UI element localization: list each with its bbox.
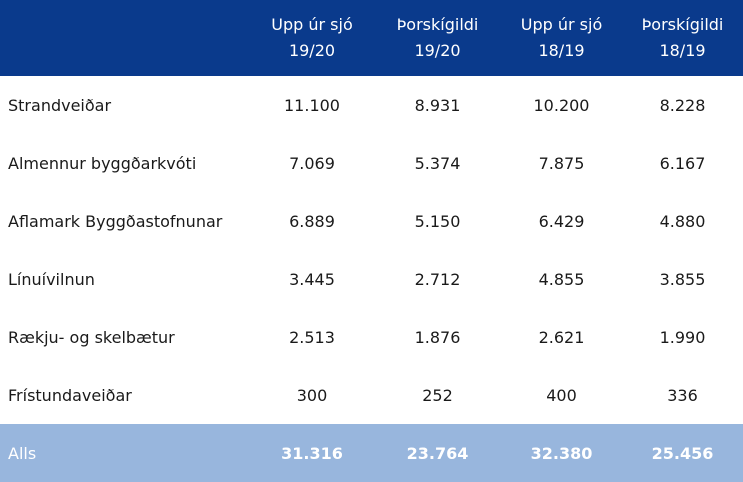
table-footer: Alls 31.316 23.764 32.380 25.456 [0, 424, 743, 482]
table-row: Rækju- og skelbætur 2.513 1.876 2.621 1.… [0, 308, 743, 366]
table-row: Aflamark Byggðastofnunar 6.889 5.150 6.4… [0, 192, 743, 250]
header-cell-catch-1920: Upp úr sjó 19/20 [250, 0, 374, 76]
table-body: Strandveiðar 11.100 8.931 10.200 8.228 A… [0, 76, 743, 424]
table-cell: 3.855 [659, 269, 706, 289]
table-cell: 6.167 [659, 153, 706, 173]
table-cell: 2.712 [414, 269, 461, 289]
table-cell: 6.889 [289, 211, 335, 231]
table-cell: 336 [667, 385, 698, 405]
header-season: 18/19 [659, 41, 706, 60]
row-label: Rækju- og skelbætur [8, 327, 175, 347]
table-cell: 400 [546, 385, 577, 405]
table-cell: 8.228 [659, 95, 706, 115]
row-label: Frístundaveiðar [8, 385, 132, 405]
row-label: Aflamark Byggðastofnunar [8, 211, 223, 231]
total-cell: 23.764 [406, 443, 469, 463]
header-season: 18/19 [538, 41, 585, 60]
table-cell: 6.429 [538, 211, 585, 231]
header-cell-catch-1819: Upp úr sjó 18/19 [501, 0, 622, 76]
row-label: Línuívilnun [8, 269, 95, 289]
table-cell: 1.990 [659, 327, 706, 347]
table-cell: 300 [296, 385, 328, 405]
table-cell: 3.445 [289, 269, 335, 289]
table-header: Upp úr sjó 19/20 Þorskígildi 19/20 Upp ú… [0, 0, 743, 76]
table-cell: 10.200 [533, 95, 590, 115]
table-cell: 4.855 [538, 269, 585, 289]
header-cell-cod-equiv-1920: Þorskígildi 19/20 [374, 0, 501, 76]
table-cell: 252 [422, 385, 453, 405]
header-label: Þorskígildi [396, 15, 479, 34]
row-label: Almennur byggðarkvóti [8, 153, 197, 173]
total-cell: 32.380 [530, 443, 593, 463]
table-cell: 5.150 [414, 211, 461, 231]
total-row: Alls 31.316 23.764 32.380 25.456 [0, 424, 743, 482]
total-cell: 31.316 [281, 443, 343, 463]
table-cell: 7.875 [538, 153, 585, 173]
header-season: 19/20 [414, 41, 461, 60]
table-row: Línuívilnun 3.445 2.712 4.855 3.855 [0, 250, 743, 308]
header-label: Þorskígildi [641, 15, 724, 34]
row-label: Strandveiðar [8, 95, 112, 115]
table-row: Frístundaveiðar 300 252 400 336 [0, 366, 743, 424]
total-label: Alls [8, 443, 37, 463]
total-cell: 25.456 [651, 443, 714, 463]
header-season: 19/20 [288, 41, 336, 60]
table-cell: 2.621 [538, 327, 585, 347]
table-cell: 2.513 [289, 327, 335, 347]
table-cell: 1.876 [414, 327, 461, 347]
table-cell: 5.374 [414, 153, 461, 173]
header-row: Upp úr sjó 19/20 Þorskígildi 19/20 Upp ú… [0, 0, 743, 76]
table-row: Strandveiðar 11.100 8.931 10.200 8.228 [0, 76, 743, 134]
table-cell: 8.931 [414, 95, 461, 115]
table-cell: 11.100 [284, 95, 340, 115]
header-label: Upp úr sjó [520, 15, 603, 34]
header-cell-empty [0, 0, 250, 76]
table-row: Almennur byggðarkvóti 7.069 5.374 7.875 … [0, 134, 743, 192]
header-cell-cod-equiv-1819: Þorskígildi 18/19 [622, 0, 743, 76]
table-cell: 4.880 [659, 211, 706, 231]
table-cell: 7.069 [289, 153, 335, 173]
header-label: Upp úr sjó [271, 15, 353, 34]
